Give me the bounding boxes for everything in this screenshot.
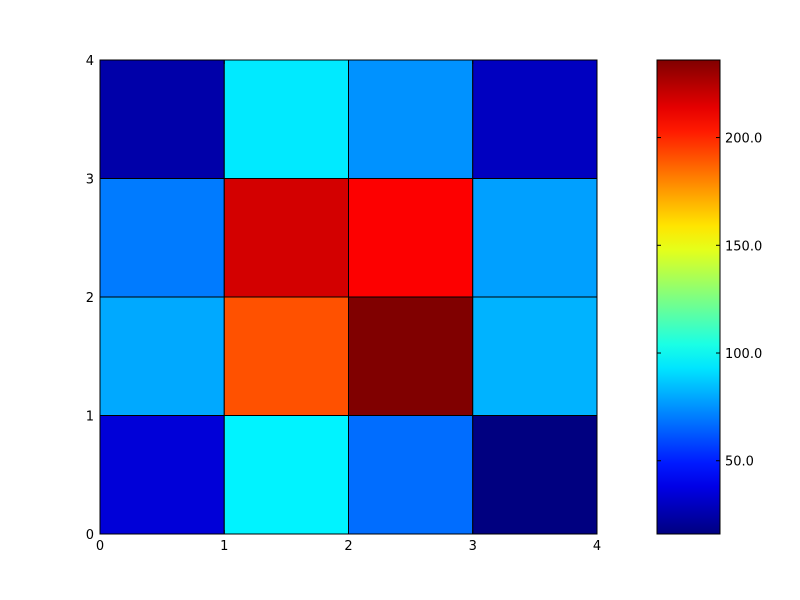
heatmap-cell-r3-c1 (223, 59, 349, 179)
heatmap-cell-r3-c3 (472, 59, 598, 179)
x-tick-label-3: 3 (469, 539, 477, 554)
colorbar-tick-label-1: 100.0 (725, 347, 762, 362)
heatmap-cell-r0-c3 (472, 415, 598, 535)
y-axis: 0 1 2 3 4 (86, 54, 597, 543)
colorbar-tick-label-2: 150.0 (725, 239, 762, 254)
heatmap-cell-r1-c1 (223, 296, 349, 416)
heatmap-cell-r2-c0 (99, 178, 225, 298)
heatmap-cell-r0-c1 (223, 415, 349, 535)
heatmap-cell-r1-c3 (472, 296, 598, 416)
x-tick-label-2: 2 (344, 539, 352, 554)
heatmap-cell-r2-c2 (348, 178, 474, 298)
y-tick-label-2: 2 (86, 291, 94, 306)
heatmap-cell-r3-c2 (348, 59, 474, 179)
colorbar: 50.0 100.0 150.0 200.0 (656, 59, 762, 535)
heatmap-cell-r1-c0 (99, 296, 225, 416)
heatmap-cell-r0-c2 (348, 415, 474, 535)
y-tick-label-1: 1 (86, 410, 94, 425)
colorbar-ticks: 50.0 100.0 150.0 200.0 (657, 132, 762, 470)
y-tick-label-3: 3 (86, 173, 94, 188)
colorbar-tick-label-3: 200.0 (725, 132, 762, 147)
x-tick-label-4: 4 (593, 539, 601, 554)
heatmap-cell-r2-c3 (472, 178, 598, 298)
heatmap-cells (99, 59, 598, 535)
x-tick-label-0: 0 (96, 539, 104, 554)
heatmap-cell-r0-c0 (99, 415, 225, 535)
colorbar-gradient (656, 59, 721, 535)
x-tick-label-1: 1 (220, 539, 228, 554)
heatmap-cell-r3-c0 (99, 59, 225, 179)
heatmap-cell-r1-c2 (348, 296, 474, 416)
y-tick-label-4: 4 (86, 54, 94, 69)
x-axis: 0 1 2 3 4 (96, 60, 601, 554)
colorbar-tick-label-0: 50.0 (725, 455, 754, 470)
y-tick-label-0: 0 (86, 528, 94, 543)
heatmap-cell-r2-c1 (223, 178, 349, 298)
